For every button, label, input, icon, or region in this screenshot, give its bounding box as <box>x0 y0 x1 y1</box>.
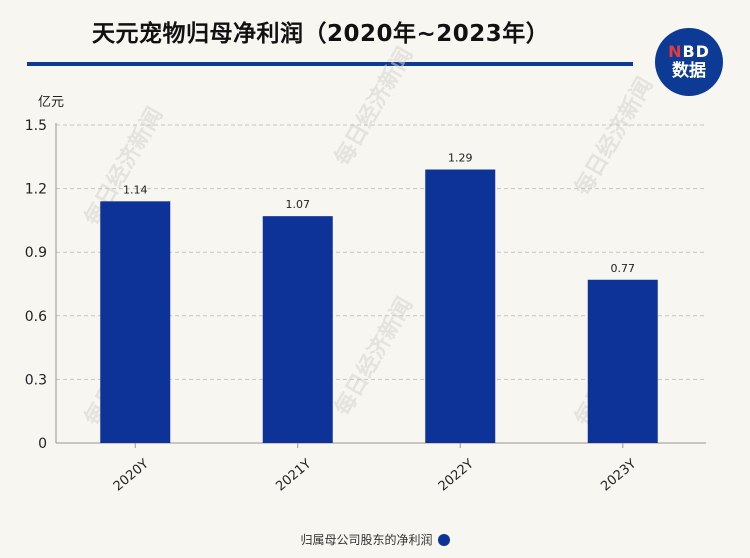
data-label: 0.77 <box>611 262 636 275</box>
y-tick-label: 0.9 <box>25 245 47 261</box>
y-tick-label: 0 <box>38 436 47 452</box>
title-underline <box>27 62 633 66</box>
chart-title: 天元宠物归母净利润（2020年~2023年） <box>92 21 550 47</box>
x-tick-label: 2021Y <box>273 457 314 495</box>
data-label: 1.14 <box>123 183 148 196</box>
data-label: 1.07 <box>286 198 311 211</box>
y-tick-label: 0.6 <box>25 309 47 325</box>
logo-n: N <box>668 42 683 61</box>
legend-label: 归属母公司股东的净利润 <box>300 533 433 547</box>
x-tick-label: 2020Y <box>111 457 152 495</box>
legend-swatch <box>437 533 450 546</box>
x-tick-label: 2023Y <box>598 457 639 495</box>
bar <box>587 279 658 443</box>
nbd-logo: NBD 数据 <box>655 28 723 96</box>
legend: 归属母公司股东的净利润 <box>0 531 750 548</box>
logo-text-nbd: NBD <box>668 44 710 60</box>
x-tick-label: 2022Y <box>436 457 477 495</box>
data-label: 1.29 <box>448 152 473 165</box>
logo-bd: BD <box>682 42 710 61</box>
y-tick-label: 1.2 <box>25 182 47 198</box>
bar <box>425 169 496 443</box>
watermark-text: 每日经济新闻 <box>330 43 419 170</box>
watermark-text: 每日经济新闻 <box>570 73 659 200</box>
bar <box>100 201 171 443</box>
y-tick-label: 1.5 <box>25 118 47 134</box>
watermark-text: 每日经济新闻 <box>330 293 419 420</box>
y-tick-label: 0.3 <box>25 372 47 388</box>
y-axis-label: 亿元 <box>38 95 64 110</box>
logo-text-data: 数据 <box>672 61 706 81</box>
bar <box>262 216 333 443</box>
